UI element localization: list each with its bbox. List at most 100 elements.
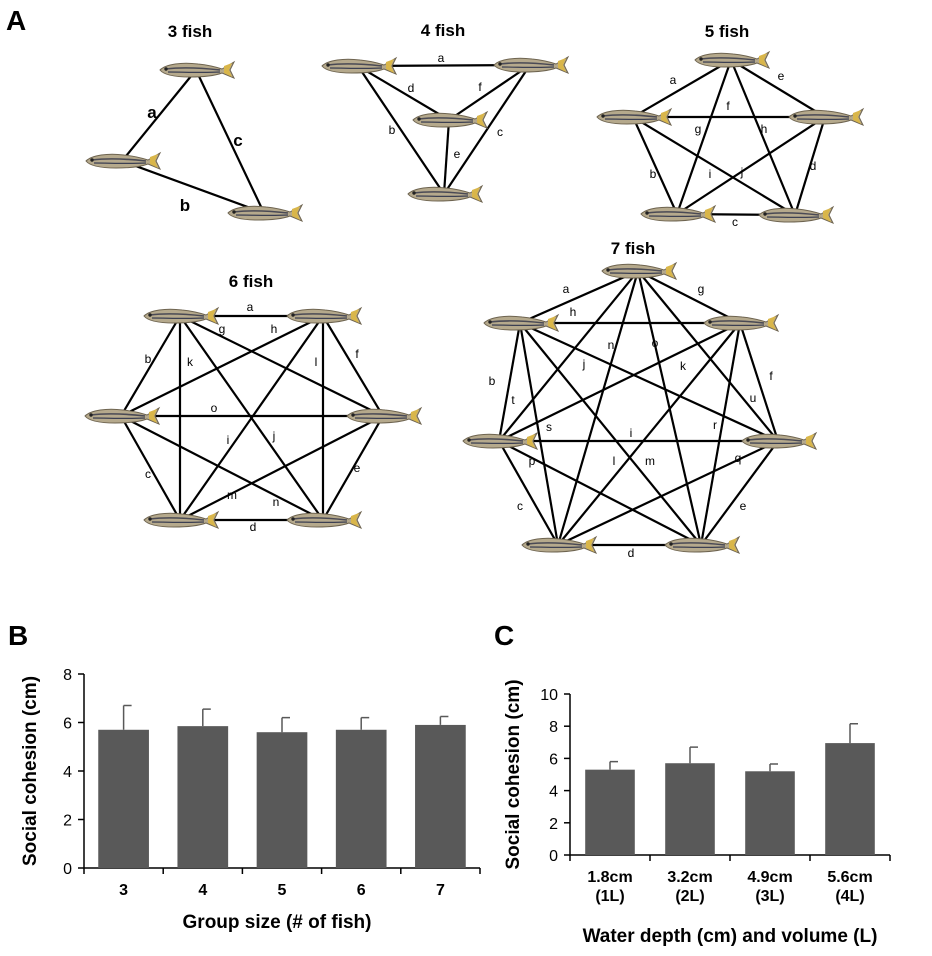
edge-label: a (438, 51, 445, 65)
edge-label: g (695, 122, 702, 136)
edge-label: f (726, 99, 730, 113)
chart-water-depth: 0 2 4 6 8 10 1.8cm (1L) 3.2cm (2L) 4.9cm (3L) 5.6cm (… (503, 679, 891, 947)
edge-label: h (570, 305, 577, 319)
edge-label: b (145, 352, 152, 366)
edge-label: e (354, 461, 361, 475)
edge-label: b (389, 123, 396, 137)
fish-icon (286, 307, 362, 325)
edge-label: q (735, 451, 742, 465)
error-bar (689, 746, 698, 764)
bar (335, 729, 387, 868)
y-tick-label: 2 (63, 813, 72, 830)
network-edge (497, 322, 522, 442)
edge-label: i (709, 167, 712, 181)
network-title-5: 5 fish (705, 22, 749, 41)
edge-label: h (761, 122, 768, 136)
fish-icon (286, 511, 362, 529)
network-title-4: 4 fish (421, 21, 465, 40)
edge-label: b (180, 196, 190, 215)
y-tick-label: 8 (549, 719, 558, 736)
fish-icon (407, 185, 483, 203)
edge-label: d (250, 520, 257, 534)
network-edge (631, 116, 679, 215)
chart-group-size: 0 2 4 6 8 3 4 5 6 7 Group size (# of fish) Social c… (20, 667, 481, 933)
edge-label: r (713, 418, 717, 432)
edge-label: g (219, 322, 226, 336)
edge-label: k (680, 359, 687, 373)
x-tick-label: 6 (357, 882, 366, 899)
fish-icon (601, 262, 677, 280)
network-edge (121, 159, 265, 215)
network-edge (120, 315, 324, 417)
network-edge (120, 415, 181, 521)
error-bar (281, 716, 290, 733)
x-tick-label: 3 (119, 882, 128, 899)
fish-icon (493, 56, 569, 74)
edge-label: i (630, 426, 633, 440)
network-4-fish: a b c d e f (321, 51, 569, 203)
panel-letter-b: B (8, 620, 28, 651)
edge-label: m (227, 488, 237, 502)
edge-label: c (145, 467, 151, 481)
edge-label: a (147, 103, 157, 122)
bar (585, 769, 635, 855)
network-title-3: 3 fish (168, 22, 212, 41)
y-axis-title: Social cohesion (cm) (20, 676, 41, 866)
network-edge (632, 116, 796, 216)
network-edge (557, 322, 741, 546)
x-tick-label: (4L) (835, 888, 864, 905)
x-tick-label: 4 (198, 882, 207, 899)
x-tick-label: 5 (278, 882, 287, 899)
network-edge (519, 321, 779, 443)
network-edge (322, 415, 384, 521)
network-edge (636, 270, 703, 546)
network-3-fish: a b c (85, 61, 303, 222)
fish-networks: a b c a b c d e f a b c d e f g h i j a b c d e f g h i j k l m n o a b c d e f… (84, 51, 864, 560)
network-edge (498, 322, 741, 442)
network-edge (730, 59, 826, 118)
edge-label: a (247, 300, 254, 314)
y-tick-label: 4 (63, 764, 72, 781)
edge-label: k (187, 355, 194, 369)
network-edge (443, 64, 531, 195)
edge-label: g (698, 282, 705, 296)
bar (745, 771, 795, 855)
fish-icon (227, 204, 303, 222)
x-tick-label: 3.2cm (667, 869, 712, 886)
network-5-fish: a b c d e f g h i j (596, 51, 864, 229)
fish-icon (85, 152, 161, 170)
fish-icon (412, 111, 488, 129)
y-tick-label: 10 (540, 687, 558, 704)
network-edge (729, 59, 797, 216)
fish-icon (84, 407, 160, 425)
y-tick-label: 0 (549, 848, 558, 865)
network-edge (637, 270, 779, 442)
x-axis-title: Group size (# of fish) (183, 912, 372, 933)
edge-label: d (810, 159, 817, 173)
x-tick-label: 1.8cm (587, 869, 632, 886)
error-bar (360, 716, 370, 730)
error-bar (849, 723, 858, 744)
fish-icon (788, 108, 864, 126)
panel-letter-a: A (6, 5, 26, 36)
edge-label: c (517, 499, 523, 513)
edge-label: d (408, 81, 415, 95)
edge-label: m (645, 454, 655, 468)
y-tick-label: 8 (63, 667, 72, 684)
edge-label: f (769, 369, 773, 383)
network-edge (357, 65, 445, 195)
edge-label: f (355, 347, 359, 361)
edge-label: c (732, 215, 738, 229)
network-title-6: 6 fish (229, 272, 273, 291)
network-edge (498, 440, 702, 546)
network-edge (322, 315, 384, 417)
network-edge (179, 315, 324, 521)
fish-icon (758, 206, 834, 224)
network-edge (121, 69, 197, 162)
edge-label: c (497, 125, 503, 139)
edge-label: a (670, 73, 677, 87)
network-edge (498, 440, 559, 546)
network-title-7: 7 fish (611, 239, 655, 258)
edge-label: c (233, 131, 242, 150)
